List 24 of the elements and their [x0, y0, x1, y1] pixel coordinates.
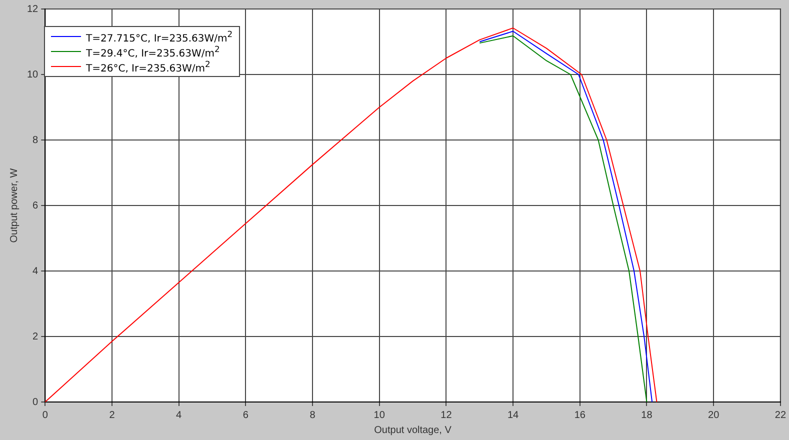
- y-axis-title: Output power, W: [8, 168, 20, 243]
- x-tick-label: 14: [507, 410, 520, 421]
- x-tick-label: 4: [176, 410, 182, 421]
- legend-label: T=26°C, Ir=235.63W/m$^{2}$: [86, 58, 210, 74]
- x-tick-label: 18: [641, 410, 653, 421]
- y-tick-label: 4: [32, 266, 39, 277]
- x-tick-label: 6: [242, 410, 249, 421]
- x-tick-label: 10: [374, 410, 386, 421]
- y-tick-label: 12: [27, 4, 39, 15]
- x-tick-label: 8: [310, 410, 316, 421]
- y-tick-label: 6: [32, 200, 39, 212]
- x-tick-label: 0: [42, 410, 48, 421]
- y-tick-label: 8: [32, 134, 39, 146]
- x-tick-label: 16: [574, 410, 586, 421]
- y-tick-label: 0: [32, 396, 39, 408]
- x-tick-label: 22: [774, 410, 786, 421]
- x-axis-title: Output voltage, V: [374, 424, 452, 436]
- legend-label: T=27.715°C, Ir=235.63W/m$^{2}$: [86, 28, 233, 44]
- y-tick-label: 10: [27, 69, 39, 80]
- y-tick-label: 2: [32, 331, 39, 342]
- x-tick-label: 2: [109, 410, 116, 421]
- x-tick-label: 12: [440, 410, 452, 421]
- legend-label: T=29.4°C, Ir=235.63W/m$^{2}$: [86, 44, 220, 60]
- x-tick-label: 20: [708, 410, 720, 421]
